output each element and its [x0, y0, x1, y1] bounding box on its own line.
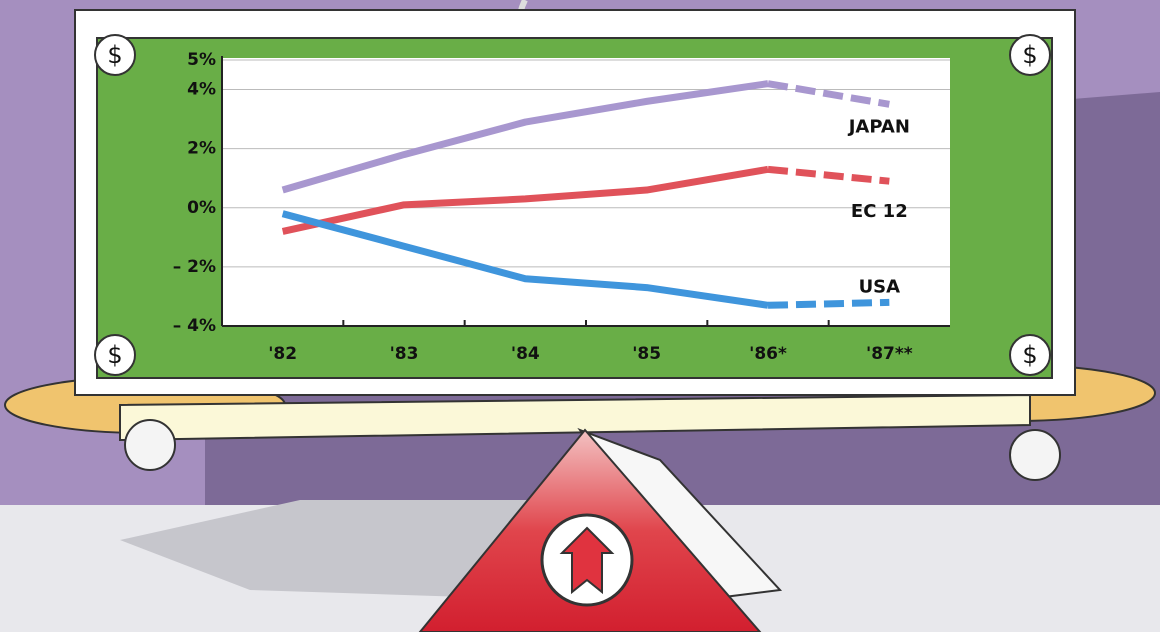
y-tick-label: 0% — [187, 198, 216, 218]
x-tick-label: '84 — [511, 344, 540, 364]
coin-symbol: $ — [1022, 41, 1037, 69]
x-tick-label: '85 — [632, 344, 661, 364]
y-tick-label: – 2% — [173, 257, 216, 277]
x-tick-label: '83 — [390, 344, 419, 364]
chart: $ $ $ $ 5% 4% 2% 0% – 2% – 4% '82 '83 '84 '85 '86*… — [0, 0, 1160, 632]
y-tick-label: 2% — [187, 139, 216, 159]
series-line-dashed — [768, 302, 889, 305]
y-tick-label: 5% — [187, 50, 216, 70]
coin-symbol: $ — [107, 41, 122, 69]
series-label: EC 12 — [851, 201, 908, 222]
y-tick-label: 4% — [187, 80, 216, 100]
coin-symbol: $ — [107, 341, 122, 369]
y-tick-label: – 4% — [173, 316, 216, 336]
wheel — [1010, 430, 1060, 480]
x-tick-label: '82 — [268, 344, 297, 364]
x-tick-label: '86* — [749, 344, 787, 364]
coin-symbol: $ — [1022, 341, 1037, 369]
page: $ $ $ $ 5% 4% 2% 0% – 2% – 4% '82 '83 '84 '85 '86*… — [0, 0, 1160, 632]
series-label: USA — [859, 276, 901, 297]
wheel — [125, 420, 175, 470]
x-tick-label: '87** — [866, 344, 913, 364]
series-label: JAPAN — [847, 116, 910, 137]
